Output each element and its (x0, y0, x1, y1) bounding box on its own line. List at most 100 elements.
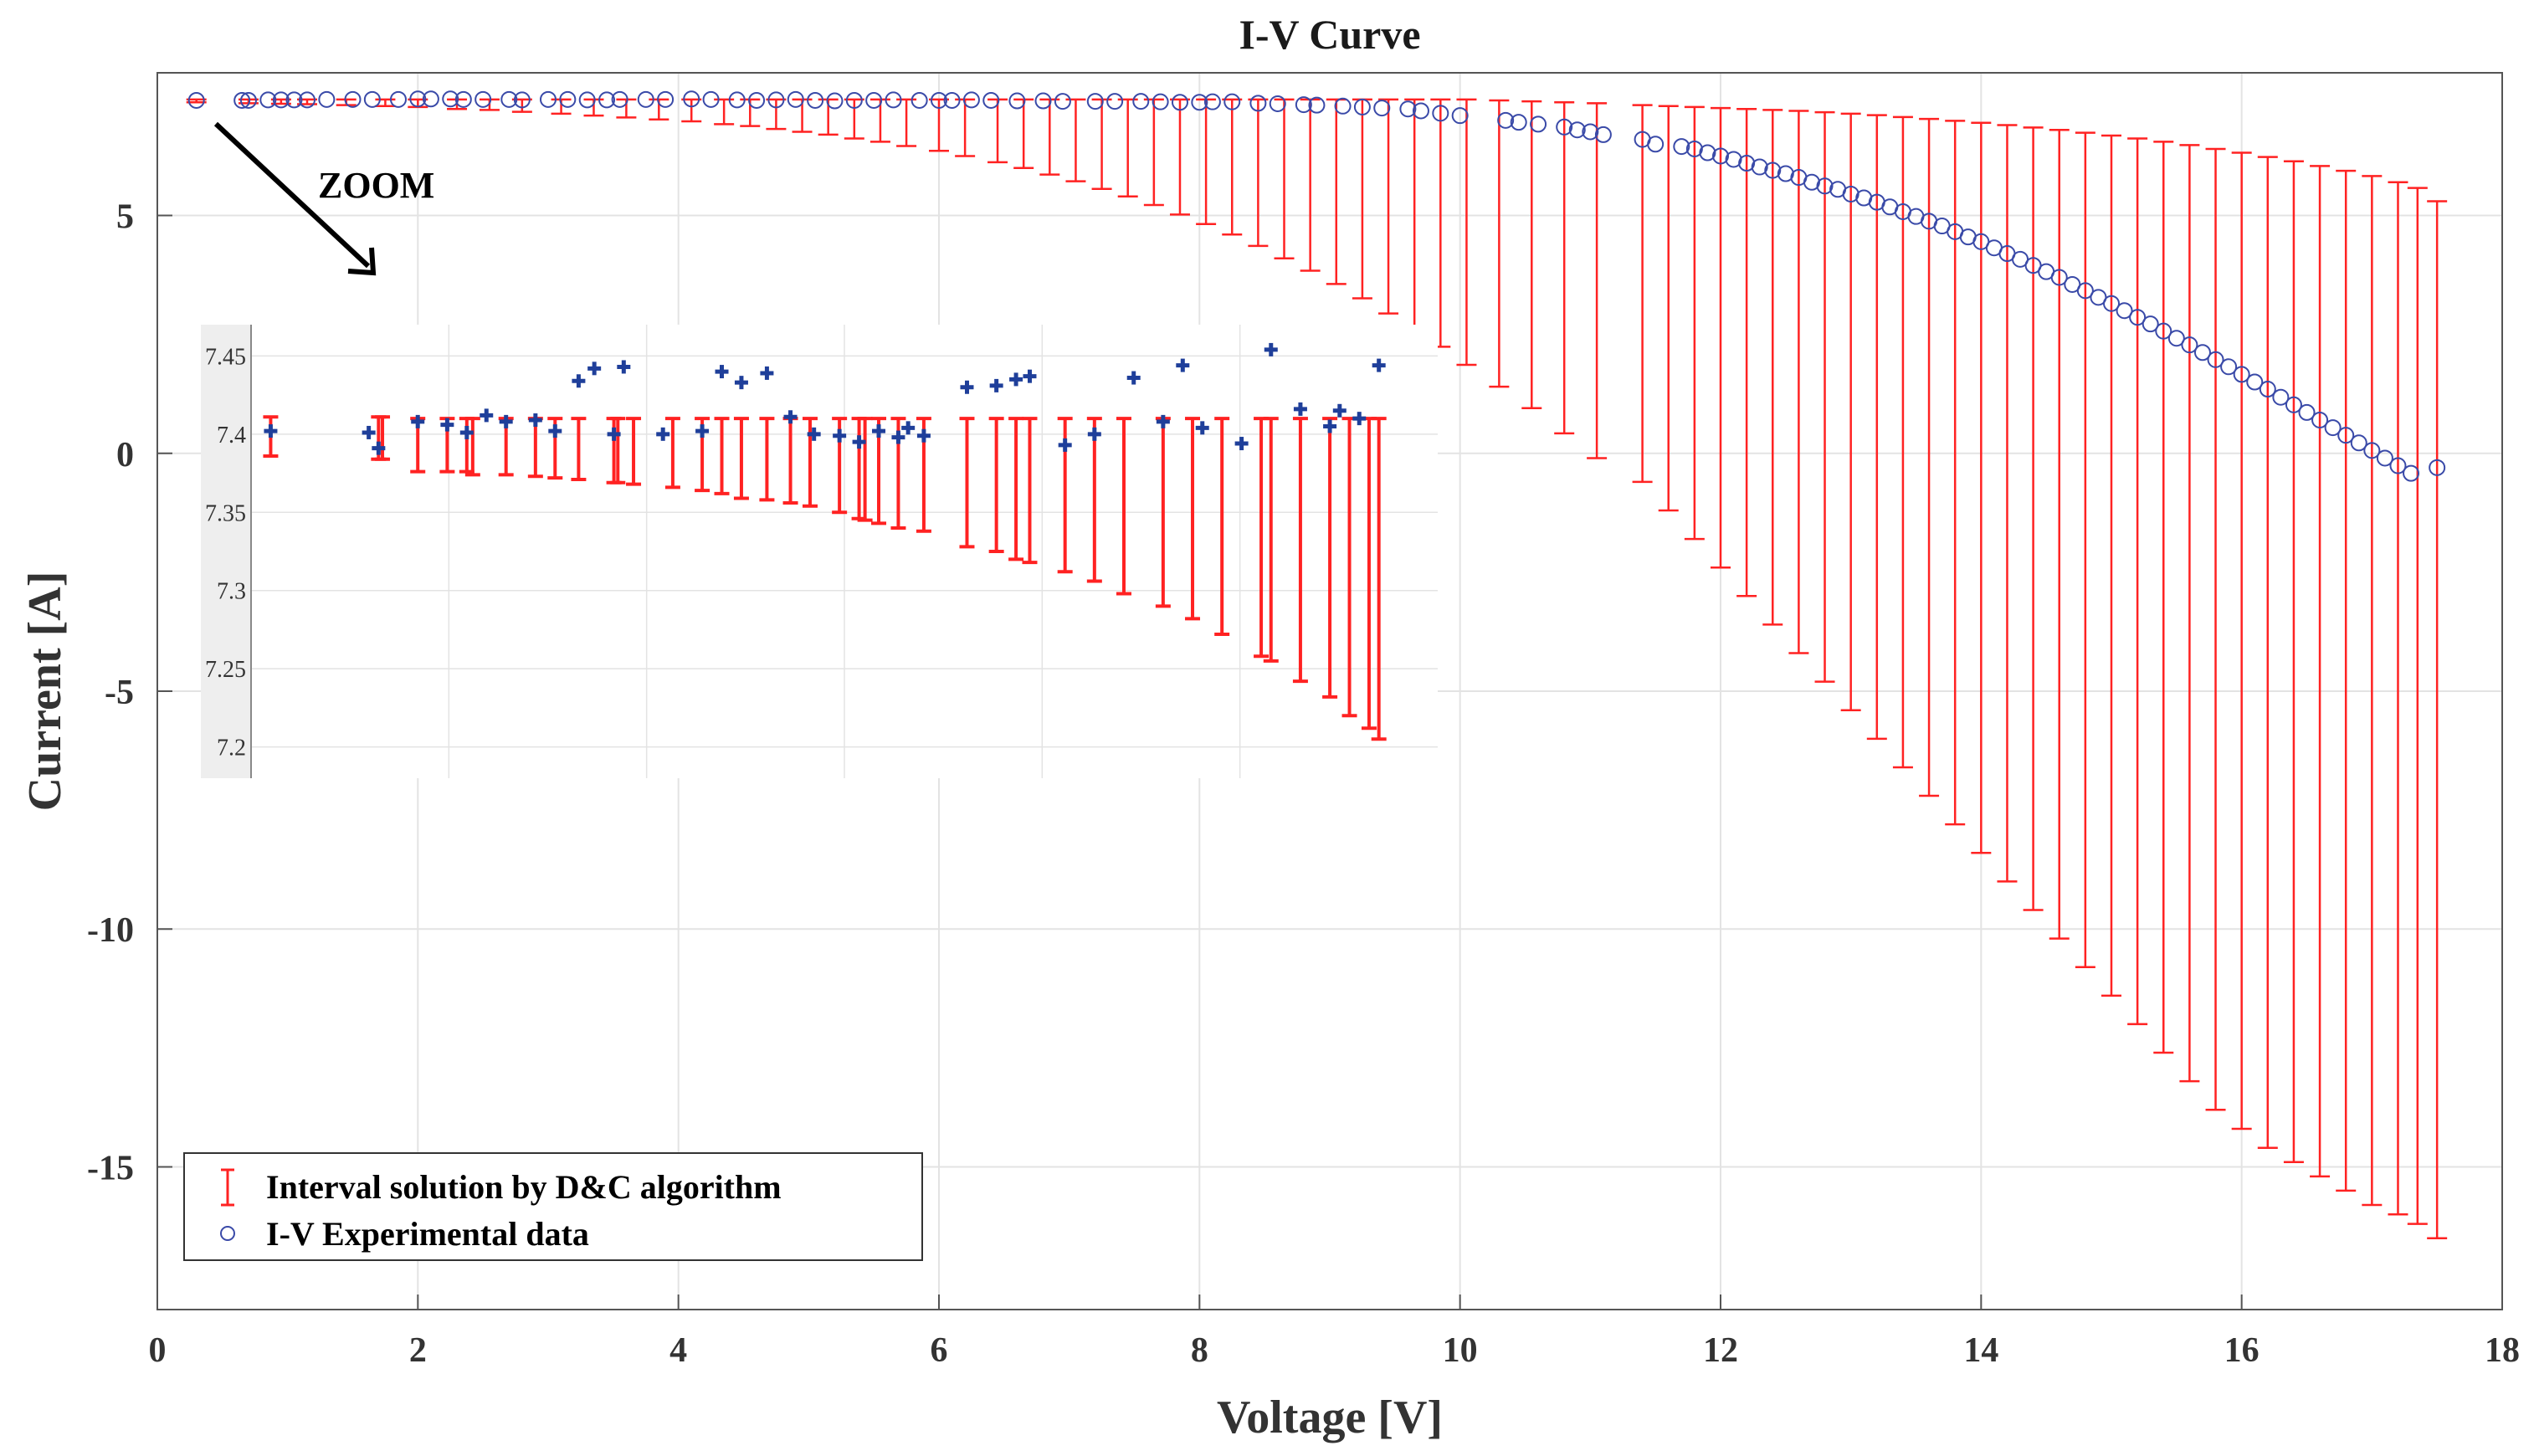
inset-data-marker (901, 421, 916, 435)
data-point (344, 90, 362, 108)
legend: Interval solution by D&C algorithm I-V E… (183, 1152, 923, 1261)
x-tick-label: 0 (149, 1331, 167, 1370)
chart-title: I-V Curve (1239, 11, 1420, 58)
inset-data-marker (440, 418, 454, 432)
data-point (1594, 126, 1612, 143)
x-tick-label: 8 (1191, 1331, 1208, 1370)
data-point (1373, 100, 1391, 117)
data-point (728, 91, 746, 109)
data-point (442, 90, 459, 108)
y-tick-label: -15 (87, 1149, 134, 1187)
x-tick-label: 14 (1963, 1331, 1998, 1370)
inset-data-marker (1195, 421, 1209, 435)
data-point (1432, 105, 1449, 122)
inset-data-marker (1293, 402, 1307, 416)
y-tick-label: 5 (116, 198, 134, 237)
data-point (2116, 302, 2133, 320)
data-point (233, 91, 251, 109)
data-point (748, 91, 766, 109)
data-point (931, 91, 947, 109)
x-axis-ticks: 0 2 4 6 8 10 12 14 16 18 (149, 1295, 2520, 1370)
inset-data-marker (891, 430, 905, 444)
data-point (1738, 155, 1756, 172)
data-point (865, 91, 883, 109)
legend-label-interval: Interval solution by D&C algorithm (266, 1168, 782, 1206)
inset-background (201, 325, 1438, 778)
data-point (1556, 118, 1573, 136)
data-point (1530, 115, 1547, 133)
data-point (1712, 147, 1729, 165)
data-point (611, 90, 628, 108)
y-axis-label: Current [A] (19, 572, 71, 812)
x-tick-label: 12 (1703, 1331, 1738, 1370)
inset-data-marker (528, 413, 542, 428)
data-point (559, 90, 577, 108)
data-point (1223, 93, 1241, 110)
data-point (299, 91, 316, 109)
data-point (1008, 92, 1026, 110)
inset-data-marker (1176, 358, 1190, 372)
data-point (982, 91, 1000, 109)
data-point (2363, 442, 2381, 459)
inset-data-marker (872, 424, 886, 438)
data-point (540, 90, 557, 108)
inset-data-marker (411, 414, 425, 428)
inset-data-marker (587, 361, 602, 376)
inset-data-marker (1009, 372, 1023, 387)
inset-data-marker (916, 428, 931, 443)
data-point (1673, 138, 1690, 156)
data-point (2193, 344, 2211, 361)
data-point (1725, 151, 1742, 168)
data-point (1269, 95, 1286, 112)
data-point (767, 91, 785, 109)
data-point (702, 90, 720, 108)
data-point (2076, 282, 2094, 300)
inset-tick-label: 7.4 (217, 423, 246, 449)
data-point (1816, 177, 1834, 195)
data-point (2285, 396, 2302, 413)
data-point (2167, 330, 2185, 347)
inset-data-marker (617, 360, 631, 374)
x-tick-label: 10 (1443, 1331, 1478, 1370)
data-point (1451, 107, 1469, 125)
inset-data-marker (695, 424, 710, 438)
data-point (1249, 95, 1267, 112)
data-point (272, 91, 290, 109)
experimental-datapoints (187, 90, 2446, 482)
legend-circle-icon (220, 1226, 235, 1241)
data-point (1334, 97, 1352, 115)
data-point (885, 91, 902, 109)
data-point (2103, 295, 2120, 312)
data-point (2429, 459, 2446, 476)
data-point (2376, 449, 2393, 467)
data-point (845, 91, 863, 109)
y-axis-ticks: 5 0 -5 -10 -15 (87, 198, 172, 1187)
data-point (2207, 351, 2224, 368)
inset-data-marker (807, 427, 821, 441)
data-point (187, 91, 205, 109)
data-point (683, 90, 700, 108)
data-point (1842, 185, 1859, 203)
data-point (500, 90, 518, 108)
data-point (474, 90, 492, 108)
inset-data-marker (1126, 371, 1141, 385)
x-tick-label: 16 (2224, 1331, 2260, 1370)
data-point (2350, 434, 2367, 452)
data-point (1412, 102, 1429, 120)
inset-data-marker (607, 427, 621, 441)
data-point (1152, 93, 1169, 110)
inset-data-marker (1156, 414, 1170, 428)
data-point (2220, 358, 2238, 376)
inset-data-marker (264, 424, 278, 438)
inset-data-marker (572, 374, 586, 388)
inset-tick-label: 7.3 (217, 579, 246, 605)
data-point (2337, 427, 2355, 444)
data-point (2324, 419, 2342, 437)
inset-data-marker (656, 427, 670, 441)
data-point (962, 91, 980, 109)
data-point (2129, 309, 2147, 326)
data-point (1054, 93, 1071, 110)
data-point (2272, 388, 2290, 406)
data-point (578, 91, 596, 109)
inset-data-marker (1087, 427, 1101, 441)
